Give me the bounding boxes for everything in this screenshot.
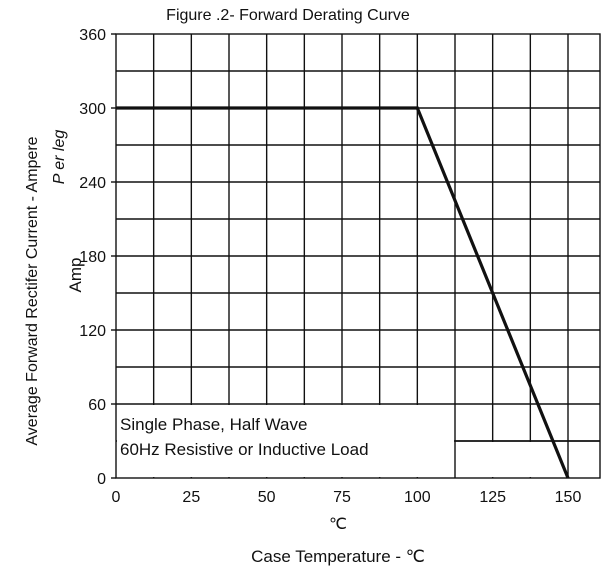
annotation-line: 60Hz Resistive or Inductive Load <box>120 440 369 459</box>
y-axis-title-amp: Amp <box>66 258 85 293</box>
y-tick-label: 60 <box>88 397 106 414</box>
x-axis-title: Case Temperature - ℃ <box>251 547 425 566</box>
x-tick-label: 75 <box>333 489 351 506</box>
y-tick-label: 300 <box>79 101 106 118</box>
y-axis-title-main: Average Forward Rectifer Current - Amper… <box>24 136 41 445</box>
x-tick-label: 100 <box>404 489 431 506</box>
chart-title: Figure .2- Forward Derating Curve <box>166 7 410 24</box>
y-tick-label: 120 <box>79 323 106 340</box>
y-tick-label: 240 <box>79 175 106 192</box>
x-tick-label: 150 <box>555 489 582 506</box>
x-tick-label: 25 <box>182 489 200 506</box>
grid <box>116 34 600 478</box>
annotation-line: Single Phase, Half Wave <box>120 415 307 434</box>
x-tick-label: 0 <box>112 489 121 506</box>
x-tick-label: 50 <box>258 489 276 506</box>
x-axis-unit-label: ℃ <box>329 516 347 533</box>
y-axis-title-per-leg: P er leg <box>51 130 68 185</box>
y-tick-label: 0 <box>97 471 106 488</box>
annotation-background <box>456 442 567 477</box>
x-tick-label: 125 <box>479 489 506 506</box>
y-tick-label: 360 <box>79 27 106 44</box>
